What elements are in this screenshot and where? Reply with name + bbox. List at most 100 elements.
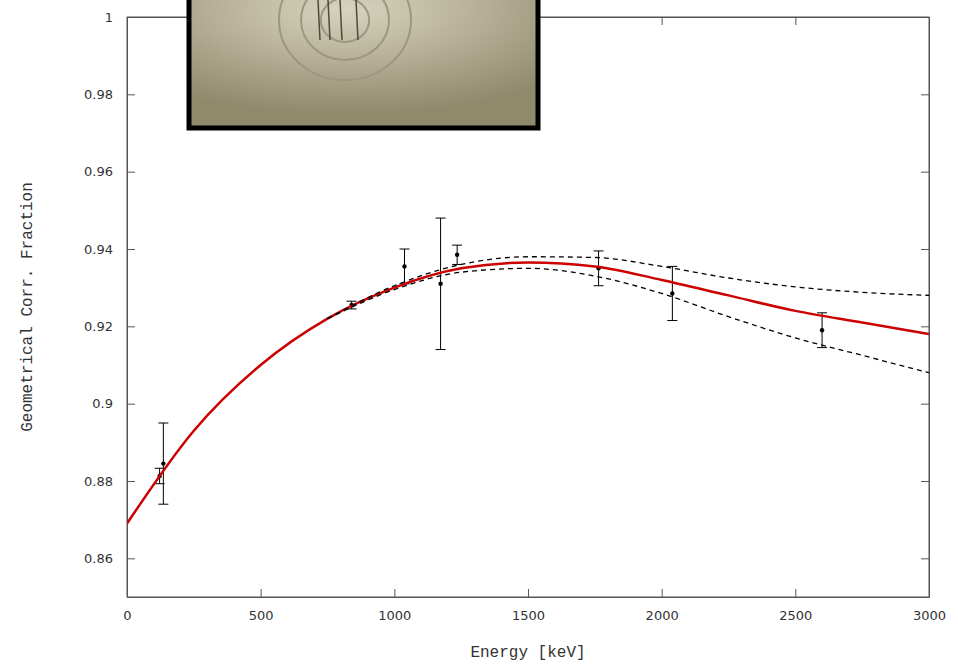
tick-mark (795, 17, 796, 25)
tick-label: 1500 (512, 608, 545, 623)
tick (921, 326, 929, 327)
tick-label: 0.96 (84, 164, 113, 179)
tick-mark (921, 94, 929, 95)
tick-mark (921, 326, 929, 327)
tick: 2000 (646, 589, 679, 623)
tick: 1500 (512, 589, 545, 623)
plot-area (127, 218, 929, 523)
data-point (161, 461, 165, 465)
tick-label: 0.88 (84, 474, 113, 489)
tick-label: 0.9 (92, 396, 113, 411)
tick-mark (127, 172, 135, 173)
tick: 0.9 (92, 396, 135, 411)
tick-mark (795, 589, 796, 597)
tick-mark (127, 558, 135, 559)
tick (921, 249, 929, 250)
axis-line (929, 18, 930, 598)
y-axis-right (921, 18, 930, 598)
error-bar-cap (158, 504, 168, 505)
tick: 2500 (779, 589, 812, 623)
tick-mark (921, 17, 929, 18)
data-point (455, 253, 459, 257)
error-bar-cap (594, 285, 604, 286)
inset-wire (356, 0, 358, 40)
data-point (670, 291, 674, 295)
error-bar (158, 423, 168, 504)
tick-mark (921, 249, 929, 250)
data-point (438, 282, 442, 286)
tick (795, 17, 796, 25)
inset-wire (318, 0, 320, 40)
tick: 0.92 (84, 319, 135, 334)
tick-mark (528, 589, 529, 597)
dashed-line (328, 268, 930, 372)
inset-frame (189, 0, 538, 128)
tick-label: 0.98 (84, 87, 113, 102)
tick-label: 2500 (779, 608, 812, 623)
tick-mark (921, 481, 929, 482)
tick: 0.86 (84, 551, 135, 566)
error-bar-cap (399, 249, 409, 250)
tick (921, 481, 929, 482)
tick (921, 404, 929, 405)
y-axis: 0.86 0.88 0.9 0.92 0.94 0.96 0.98 1 (84, 10, 135, 598)
tick-mark (127, 249, 135, 250)
tick (662, 17, 663, 25)
error-bar (452, 245, 462, 264)
tick-mark (921, 404, 929, 405)
tick-mark (394, 589, 395, 597)
error-bar-cap (817, 347, 827, 348)
y-axis-title: Geometrical Corr. Fraction (19, 182, 37, 432)
inset-wire (328, 0, 330, 40)
tick-mark (127, 404, 135, 405)
inset-photo (189, 0, 538, 128)
tick-label: 0.92 (84, 319, 113, 334)
inset-ring (279, 0, 411, 80)
error-bar (667, 266, 677, 320)
dashed-line (328, 257, 930, 319)
tick-label: 0 (123, 608, 131, 623)
data-point (402, 264, 406, 268)
tick (921, 558, 929, 559)
error-bar-cap (452, 245, 462, 246)
tick: 1 (105, 10, 135, 25)
tick: 0.88 (84, 474, 135, 489)
tick-mark (127, 326, 135, 327)
tick-mark (261, 589, 262, 597)
error-bar-cap (817, 312, 827, 313)
axis-line (128, 597, 930, 598)
tick-label: 1000 (378, 608, 411, 623)
data-point (820, 328, 824, 332)
tick-mark (127, 481, 135, 482)
error-bar-cap (436, 349, 446, 350)
tick: 1000 (378, 589, 411, 623)
tick (921, 94, 929, 95)
tick-label: 1 (105, 10, 113, 25)
error-bar-cap (436, 218, 446, 219)
error-bar (817, 313, 827, 348)
tick (921, 17, 929, 18)
tick (921, 172, 929, 173)
tick-mark (662, 589, 663, 597)
tick: 500 (249, 589, 274, 623)
tick: 0.98 (84, 87, 135, 102)
fit-line (127, 263, 929, 524)
tick-label: 0.94 (84, 242, 113, 257)
tick-label: 0.86 (84, 551, 113, 566)
inset-wire (340, 0, 342, 40)
error-bar (399, 249, 409, 284)
tick: 0.94 (84, 242, 135, 257)
tick-mark (921, 172, 929, 173)
axis-line (127, 18, 128, 598)
tick-label: 3000 (913, 608, 946, 623)
tick-mark (127, 94, 135, 95)
tick-mark (127, 17, 135, 18)
error-bar-cap (158, 423, 168, 424)
tick: 0.96 (84, 164, 135, 179)
error-bar-cap (594, 250, 604, 251)
tick-mark (921, 558, 929, 559)
inset-ring (321, 0, 369, 42)
error-bar (436, 218, 446, 349)
inset-ring (301, 0, 389, 60)
error-bar-cap (667, 266, 677, 267)
